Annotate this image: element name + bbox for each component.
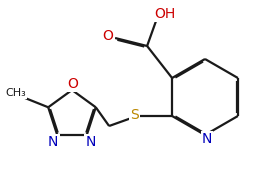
Text: N: N [48, 135, 59, 149]
Text: CH₃: CH₃ [6, 88, 27, 98]
Text: O: O [103, 29, 113, 43]
Text: S: S [130, 108, 139, 122]
Text: O: O [67, 77, 78, 91]
Text: OH: OH [155, 7, 176, 21]
Text: N: N [202, 132, 212, 146]
Text: N: N [85, 135, 96, 149]
